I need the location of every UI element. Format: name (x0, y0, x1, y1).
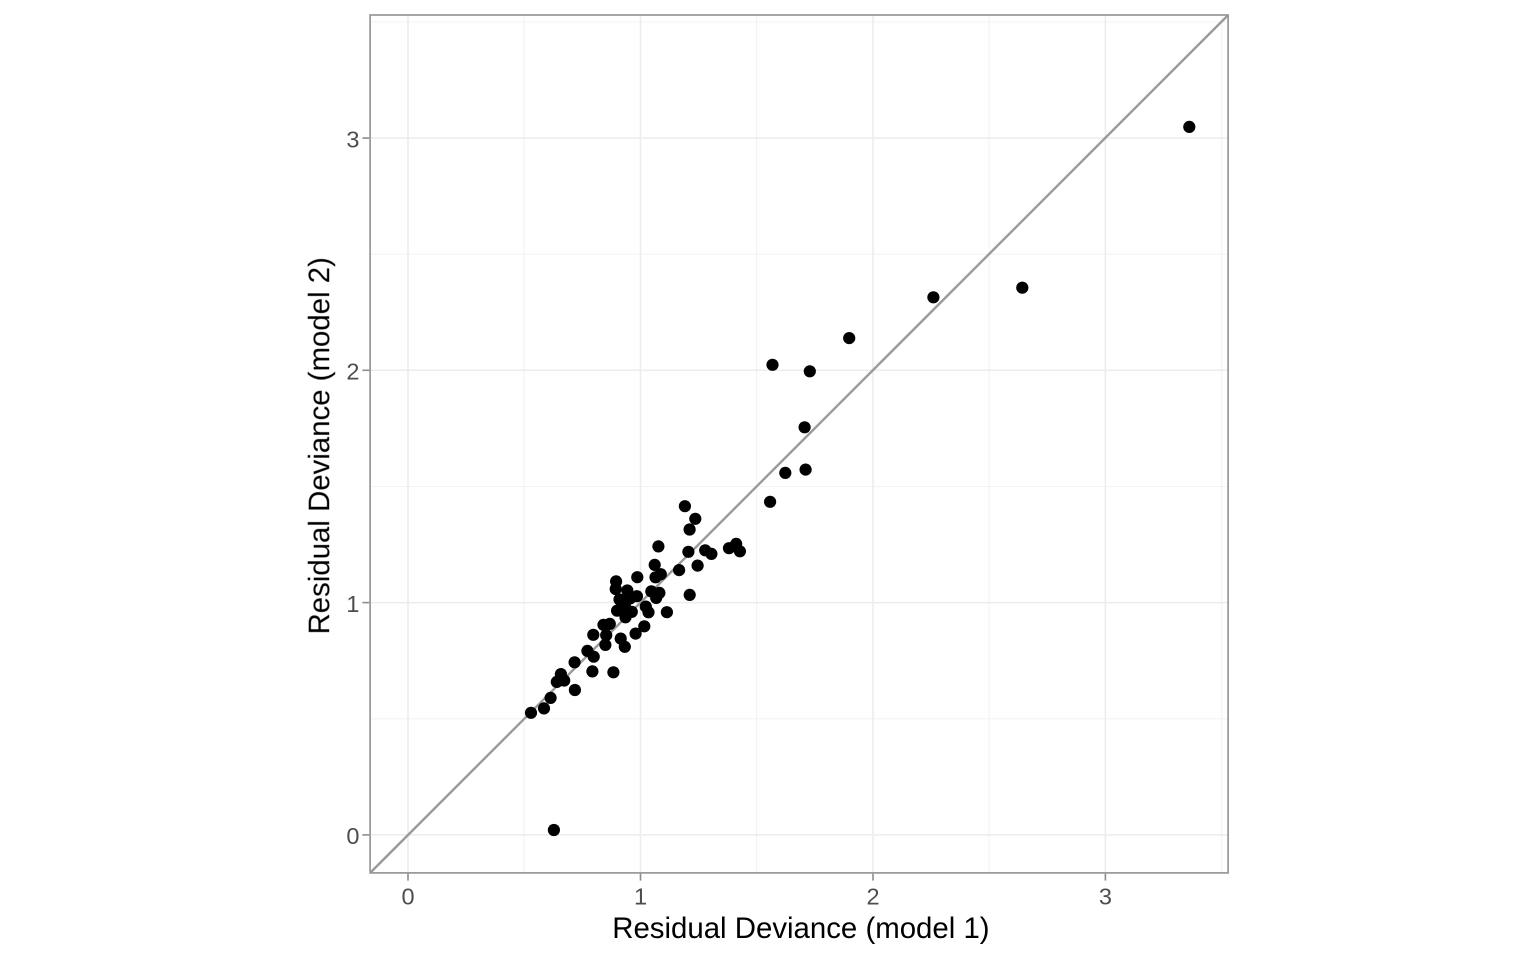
svg-text:2: 2 (346, 359, 359, 385)
svg-text:2: 2 (866, 883, 879, 909)
svg-text:Residual Deviance (model 2): Residual Deviance (model 2) (303, 257, 336, 634)
svg-text:1: 1 (346, 591, 359, 617)
svg-text:0: 0 (401, 883, 414, 909)
svg-text:Residual Deviance (model 1): Residual Deviance (model 1) (612, 912, 989, 945)
svg-text:3: 3 (346, 126, 359, 152)
svg-text:0: 0 (346, 823, 359, 849)
svg-text:1: 1 (634, 883, 647, 909)
svg-text:3: 3 (1099, 883, 1112, 909)
